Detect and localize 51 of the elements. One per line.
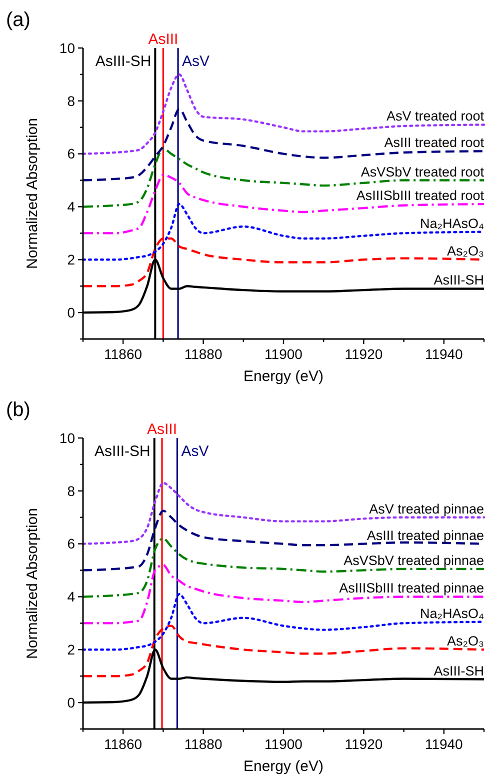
ref-line-label: AsIII (148, 31, 178, 48)
y-axis-title: Normalized Absorption (24, 118, 41, 269)
chart-title: (a) (6, 9, 30, 31)
x-tick-label: 11860 (104, 346, 142, 362)
y-tick-label: 10 (59, 40, 76, 56)
x-tick-label: 11860 (104, 736, 142, 752)
x-axis-title: Energy (eV) (243, 368, 324, 385)
series-label: AsIII treated root (384, 135, 484, 150)
line-series (82, 147, 486, 208)
ref-line-label: AsIII-SH (94, 443, 150, 460)
series-label: AsVSbV treated pinnae (344, 552, 484, 568)
y-axis-title: Normalized Absorption (24, 508, 41, 659)
x-tick-label: 11920 (344, 736, 383, 752)
y-tick-label: 0 (67, 304, 76, 320)
x-tick-label: 11900 (264, 346, 303, 362)
ref-line-label: AsIII (146, 421, 178, 438)
y-tick-label: 0 (67, 694, 76, 710)
series-label: Na₂HAsO₄ (420, 216, 484, 231)
series-label: AsVSbV treated root (360, 164, 484, 180)
y-tick-label: 4 (67, 588, 76, 605)
series-label: AsIII-SH (434, 663, 484, 678)
series-label: AsV treated root (386, 108, 484, 124)
x-tick-label: 11940 (424, 346, 464, 362)
x-tick-label: 11880 (184, 736, 222, 752)
y-tick-label: 10 (59, 430, 76, 446)
series-label: AsIIISbIII treated root (356, 188, 484, 204)
series-label: AsIII-SH (434, 272, 484, 288)
series-label: AsIIISbIII treated pinnae (339, 580, 484, 596)
ref-line-label: AsV (181, 443, 209, 460)
y-tick-label: 6 (67, 146, 76, 162)
ref-line-label: AsV (182, 53, 210, 70)
series-label: AsIII treated pinnae (366, 528, 484, 543)
line-series (82, 73, 486, 155)
y-tick-label: 2 (67, 252, 76, 268)
x-tick-label: 11920 (344, 346, 383, 362)
y-tick-label: 4 (67, 198, 76, 215)
y-tick-label: 2 (67, 642, 76, 658)
x-tick-label: 11880 (184, 346, 222, 362)
chart-title: (b) (6, 399, 30, 421)
series-label: AsV treated pinnae (369, 501, 484, 516)
series-label: Na₂HAsO₄ (420, 606, 484, 621)
y-tick-label: 8 (67, 482, 76, 499)
x-tick-label: 11940 (424, 736, 464, 752)
x-tick-label: 11900 (264, 736, 303, 752)
ref-line-label: AsIII-SH (95, 53, 152, 70)
y-tick-label: 6 (67, 536, 76, 552)
x-axis-title: Energy (eV) (243, 758, 324, 775)
series-label: As₂O₃ (447, 634, 484, 649)
y-tick-label: 8 (67, 92, 76, 109)
line-series (82, 482, 486, 545)
series-label: As₂O₃ (447, 244, 484, 259)
